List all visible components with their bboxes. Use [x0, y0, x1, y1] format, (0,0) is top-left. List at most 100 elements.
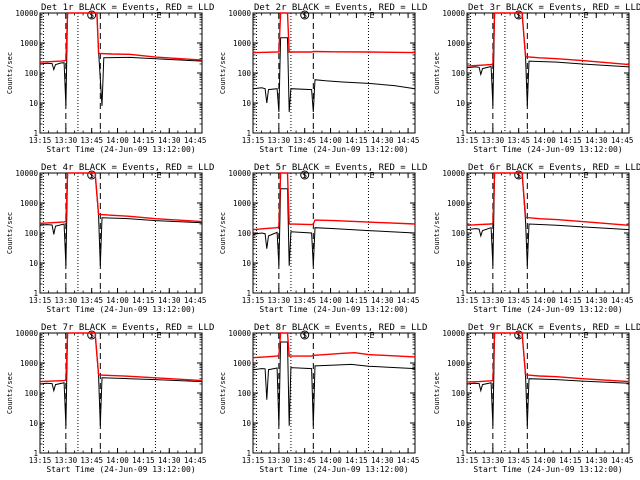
x-tick-label: 14:45	[184, 456, 207, 465]
x-tick-label: 13:15	[242, 296, 265, 305]
panel-title: Det 2r BLACK = Events, RED = LLD	[254, 3, 427, 13]
series-lld-line	[466, 12, 630, 67]
y-tick-label: 10	[456, 419, 466, 428]
x-tick-label: 13:30	[482, 296, 505, 305]
x-tick-label: 14:45	[397, 456, 420, 465]
x-tick-label: 14:30	[585, 456, 608, 465]
y-tick-label: 10000	[228, 9, 251, 18]
marker-s: S	[89, 171, 94, 180]
marker-e: E	[584, 171, 589, 180]
x-tick-label: 14:30	[371, 296, 394, 305]
panel-6: Det 6r BLACK = Events, RED = LLD 1 10 100 10…	[433, 163, 640, 314]
x-tick-label: 13:15	[29, 136, 52, 145]
panel-2: Det 2r BLACK = Events, RED = LLD 1 10 100 10…	[219, 3, 427, 154]
x-tick-label: 14:15	[132, 296, 155, 305]
start-marker-circle	[300, 170, 310, 180]
y-tick-label: 1000	[447, 359, 466, 368]
plot-frame	[252, 12, 416, 134]
y-tick-label: 10	[29, 99, 39, 108]
x-tick-label: 13:30	[268, 456, 291, 465]
x-tick-label: 14:30	[158, 456, 181, 465]
x-tick-label: 13:15	[29, 456, 52, 465]
marker-s: S	[89, 331, 94, 340]
marker-s: S	[302, 11, 307, 20]
panel-1: Det 1r BLACK = Events, RED = LLD 1 10 100 10…	[6, 3, 214, 154]
y-tick-label: 1	[33, 129, 38, 138]
x-tick-label: 14:45	[611, 296, 634, 305]
x-tick-label: 14:15	[559, 296, 582, 305]
panel-4: Det 4r BLACK = Events, RED = LLD 1 10 100 10…	[6, 163, 214, 314]
y-tick-label: 10	[29, 259, 39, 268]
panel-title: Det 9r BLACK = Events, RED = LLD	[468, 323, 640, 333]
marker-s: S	[302, 171, 307, 180]
y-tick-label: 1000	[20, 359, 39, 368]
y-tick-label: 1	[246, 289, 251, 298]
marker-s: S	[516, 171, 521, 180]
y-tick-label: 100	[24, 229, 38, 238]
series-lld-line	[39, 172, 203, 224]
series-events-line	[252, 341, 416, 426]
marker-e: E	[584, 11, 589, 20]
x-tick-label: 13:45	[293, 296, 316, 305]
y-tick-label: 1000	[447, 199, 466, 208]
y-tick-label: 100	[451, 389, 465, 398]
x-tick-label: 14:15	[345, 136, 368, 145]
x-tick-label: 13:30	[55, 296, 78, 305]
plot-frame	[252, 332, 416, 454]
y-tick-label: 1	[33, 449, 38, 458]
start-marker-circle	[87, 10, 97, 20]
y-axis-label: Counts/sec	[6, 372, 14, 414]
x-tick-label: 14:00	[319, 136, 342, 145]
x-tick-label: 13:45	[507, 456, 530, 465]
x-tick-label: 14:30	[585, 136, 608, 145]
x-tick-label: 13:15	[29, 296, 52, 305]
y-tick-label: 10	[242, 259, 252, 268]
x-axis-label: Start Time (24-Jun-09 13:12:00)	[46, 465, 195, 474]
x-tick-label: 14:15	[132, 456, 155, 465]
y-tick-label: 10000	[442, 9, 465, 18]
marker-e: E	[157, 171, 162, 180]
y-axis-label: Counts/sec	[6, 212, 14, 254]
panel-title: Det 6r BLACK = Events, RED = LLD	[468, 163, 640, 173]
x-tick-label: 14:45	[611, 136, 634, 145]
panel-title: Det 7r BLACK = Events, RED = LLD	[41, 323, 214, 333]
x-tick-label: 14:15	[559, 136, 582, 145]
series-lld-line	[39, 12, 203, 63]
y-tick-label: 10	[29, 419, 39, 428]
panel-title: Det 5r BLACK = Events, RED = LLD	[254, 163, 427, 173]
series-events-line	[252, 37, 416, 113]
panel-8: Det 8r BLACK = Events, RED = LLD 1 10 100 10…	[219, 323, 427, 474]
series-events-line	[466, 12, 630, 106]
start-marker-circle	[300, 10, 310, 20]
x-tick-label: 13:45	[507, 296, 530, 305]
panel-3: Det 3r BLACK = Events, RED = LLD 1 10 100 10…	[433, 3, 640, 154]
marker-e: E	[370, 171, 375, 180]
y-tick-label: 1	[460, 129, 465, 138]
y-tick-label: 10000	[228, 169, 251, 178]
y-tick-label: 100	[24, 389, 38, 398]
y-tick-label: 1000	[447, 39, 466, 48]
y-tick-label: 100	[237, 229, 251, 238]
panel-title: Det 3r BLACK = Events, RED = LLD	[468, 3, 640, 13]
y-axis-label: Counts/sec	[219, 372, 227, 414]
x-tick-label: 14:30	[585, 296, 608, 305]
y-tick-label: 10	[242, 99, 252, 108]
x-tick-label: 13:15	[242, 136, 265, 145]
panel-title: Det 8r BLACK = Events, RED = LLD	[254, 323, 427, 333]
series-lld-line	[252, 332, 416, 359]
x-axis-label: Start Time (24-Jun-09 13:12:00)	[259, 465, 408, 474]
marker-s: S	[89, 11, 94, 20]
x-tick-label: 14:30	[158, 136, 181, 145]
y-tick-label: 1000	[233, 359, 252, 368]
panel-5: Det 5r BLACK = Events, RED = LLD 1 10 100 10…	[219, 163, 427, 314]
panel-7: Det 7r BLACK = Events, RED = LLD 1 10 100 10…	[6, 323, 214, 474]
x-tick-label: 14:00	[533, 136, 556, 145]
y-tick-label: 1000	[20, 199, 39, 208]
x-tick-label: 13:45	[80, 296, 103, 305]
marker-e: E	[157, 11, 162, 20]
x-axis-label: Start Time (24-Jun-09 13:12:00)	[46, 145, 195, 154]
y-tick-label: 100	[237, 69, 251, 78]
x-tick-label: 13:45	[293, 136, 316, 145]
x-axis-label: Start Time (24-Jun-09 13:12:00)	[473, 305, 622, 314]
y-tick-label: 10	[456, 259, 466, 268]
